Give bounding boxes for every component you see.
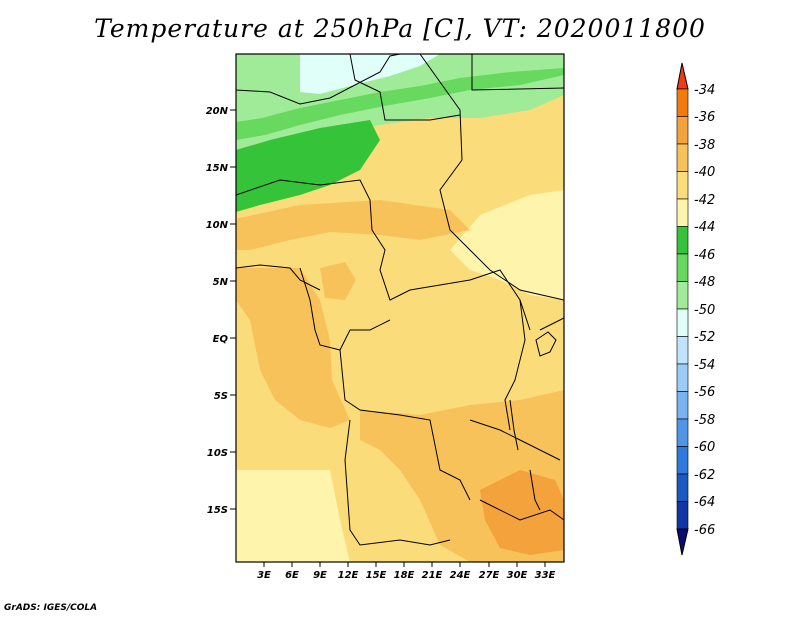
colorbar-segment — [676, 116, 689, 145]
colorbar-segment — [676, 281, 689, 310]
lon-label: 33E — [535, 570, 556, 581]
colorbar-segment — [676, 171, 689, 200]
lat-label: EQ — [213, 334, 229, 345]
field-band-38-sahel — [236, 200, 470, 250]
colorbar-segment — [676, 88, 689, 117]
colorbar-bottom-arrow — [676, 528, 689, 556]
lon-label: 21E — [422, 570, 443, 581]
colorbar-label: -52 — [694, 330, 715, 345]
colorbar-label: -42 — [694, 193, 715, 208]
lat-label: 5N — [213, 277, 229, 288]
boundary-niger-libya — [349, 54, 461, 121]
colorbar-segments — [676, 88, 689, 530]
boundary-drc-angola — [339, 349, 471, 501]
lon-label: 12E — [338, 570, 359, 581]
lon-label: 15E — [366, 570, 387, 581]
lake-victoria — [535, 331, 557, 357]
boundary-nigeria-cameroon-car — [236, 179, 531, 331]
latitude-axis: 20N 15N 10N 5N EQ 5S 10S 15S — [206, 106, 236, 516]
colorbar-segment — [676, 446, 689, 475]
colorbar-segment — [676, 418, 689, 447]
lon-label: 18E — [394, 570, 415, 581]
lat-label: 5S — [214, 391, 228, 402]
lon-label: 30E — [507, 570, 528, 581]
lon-label: 3E — [257, 570, 271, 581]
colorbar-label: -44 — [694, 220, 715, 235]
boundary-egypt-sudan — [471, 54, 564, 91]
colorbar-label: -54 — [694, 358, 715, 373]
colorbar-label: -48 — [694, 275, 715, 290]
lake-tanganyika — [509, 399, 519, 451]
colorbar-label: -60 — [694, 440, 715, 455]
map-frame — [235, 53, 565, 563]
lat-label: 15S — [207, 505, 228, 516]
lon-label: 9E — [313, 570, 327, 581]
colorbar-segment — [676, 336, 689, 365]
colorbar-label: -50 — [694, 303, 715, 318]
colorbar-segment — [676, 501, 689, 530]
colorbar-label: -64 — [694, 495, 715, 510]
boundary-chad-sudan — [419, 54, 564, 301]
lon-label: 6E — [285, 570, 299, 581]
lon-label: 27E — [479, 570, 500, 581]
boundary-angola-namibia — [344, 419, 451, 546]
colorbar-segment — [676, 253, 689, 282]
country-boundaries — [236, 54, 564, 546]
field-band-42-sw — [236, 470, 350, 562]
colorbar-label: -62 — [694, 468, 715, 483]
coast-gulf-guinea — [236, 264, 321, 291]
colorbar-label: -66 — [694, 523, 715, 538]
colorbar-label: -38 — [694, 138, 715, 153]
colorbar-segment — [676, 363, 689, 392]
colorbar-segment — [676, 308, 689, 337]
temperature-field — [236, 54, 564, 562]
lat-label: 10S — [207, 448, 228, 459]
field-band-38-west — [236, 268, 350, 428]
colorbar-labels: -34 -36 -38 -40 -42 -44 -46 -48 -50 -52 … — [694, 83, 715, 538]
boundary-uganda-tanzania — [504, 299, 526, 431]
colorbar-top-arrow — [676, 62, 689, 90]
colorbar-segment — [676, 473, 689, 502]
colorbar-segment — [676, 198, 689, 227]
colorbar: -34 -36 -38 -40 -42 -44 -46 -48 -50 -52 … — [676, 62, 715, 556]
colorbar-label: -36 — [694, 110, 715, 125]
field-band-36 — [480, 470, 564, 555]
lake-malawi — [529, 469, 541, 511]
boundary-kenya — [539, 317, 564, 331]
boundary-drc-zambia — [469, 419, 561, 461]
field-band-52 — [300, 54, 440, 94]
field-band-38-cameroon — [320, 262, 356, 300]
grads-credit: GrADS: IGES/COLA — [4, 603, 98, 613]
colorbar-segment — [676, 226, 689, 255]
lon-label: 24E — [450, 570, 471, 581]
colorbar-label: -34 — [694, 83, 715, 98]
field-band-44 — [236, 120, 380, 212]
colorbar-label: -58 — [694, 413, 715, 428]
boundary-zimbabwe — [479, 499, 564, 521]
lat-label: 10N — [206, 220, 229, 231]
field-band-42-ne — [450, 190, 564, 300]
boundary-gabon-congo — [299, 267, 391, 351]
colorbar-label: -46 — [694, 248, 715, 263]
boundary-algeria-mali — [236, 54, 401, 105]
lat-label: 20N — [206, 106, 229, 117]
lat-label: 15N — [206, 163, 229, 174]
colorbar-segment — [676, 391, 689, 420]
longitude-axis: 3E 6E 9E 12E 15E 18E 21E 24E 27E 30E 33E — [257, 562, 556, 581]
colorbar-label: -40 — [694, 165, 715, 180]
colorbar-segment — [676, 143, 689, 172]
colorbar-label: -56 — [694, 385, 715, 400]
figure-title: Temperature at 250hPa [C], VT: 202001180… — [94, 14, 706, 43]
